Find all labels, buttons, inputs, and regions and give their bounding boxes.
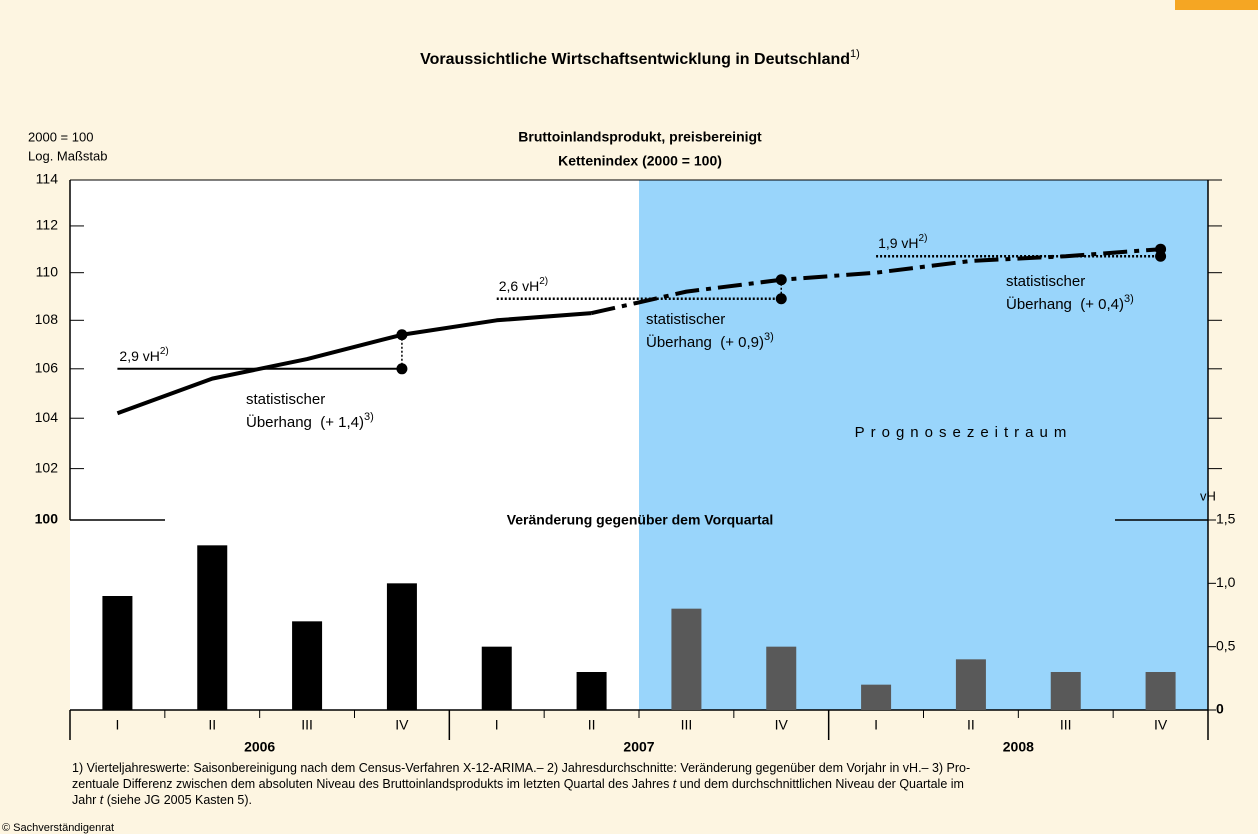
y-tick-label: 104 [35, 409, 59, 425]
bar [197, 545, 228, 710]
average-label-text: 2,6 vH [499, 277, 539, 293]
overhang-text: Überhang (+ 1,4)3) [246, 411, 374, 431]
lower-title: Veränderung gegenüber dem Vorquartal [507, 512, 774, 528]
average-label: 1,9 vH2) [878, 233, 927, 251]
average-point [396, 363, 408, 375]
title-note: 1) [850, 48, 860, 60]
q4-point [775, 274, 787, 286]
bar [1145, 672, 1176, 710]
bar [102, 596, 133, 710]
forecast-label: Prognosezeitraum [855, 424, 1073, 441]
bar [861, 684, 892, 710]
bar [671, 608, 702, 710]
average-label-text: 1,9 vH [878, 235, 918, 251]
overhang-text-line: statistischer [246, 391, 325, 408]
x-tick-label: II [967, 717, 975, 733]
footnote: 1) Vierteljahreswerte: Saisonbereinigung… [72, 761, 970, 775]
average-label-note: 2) [539, 276, 548, 287]
x-tick-label: III [681, 717, 693, 733]
x-tick-label: II [588, 717, 596, 733]
year-label: 2006 [244, 739, 275, 755]
x-tick-label: III [301, 717, 313, 733]
year-label: 2008 [1003, 739, 1034, 755]
overhang-text: statistischer [1006, 273, 1085, 290]
y-tick-label: 112 [36, 217, 59, 233]
bar [1050, 672, 1081, 710]
overhang-note: 3) [364, 411, 374, 423]
x-tick-label: I [874, 717, 878, 733]
y2-tick-label: 1,5 [1216, 511, 1236, 527]
footnote-part: t [100, 793, 104, 807]
x-tick-label: IV [395, 717, 409, 733]
y-tick-label: 110 [36, 263, 59, 279]
forecast-area [639, 180, 1208, 710]
copyright: © Sachverständigenrat [2, 822, 114, 834]
overhang-text-line: Überhang (+ 0,4) [1006, 295, 1124, 313]
y2-tick-label: 1,0 [1216, 574, 1236, 590]
average-point [775, 293, 787, 305]
tab [1175, 0, 1258, 10]
footnote-part: zentuale Differenz zwischen dem absolute… [72, 777, 673, 791]
year-label: 2007 [623, 739, 654, 755]
average-label-note: 2) [160, 346, 169, 357]
average-label: 2,6 vH2) [499, 276, 548, 294]
overhang-note: 3) [764, 331, 774, 343]
overhang-text-line: statistischer [646, 311, 725, 328]
overhang-text-line: Überhang (+ 1,4) [246, 413, 364, 431]
overhang-text: statistischer [646, 311, 725, 328]
average-label-note: 2) [919, 233, 928, 244]
line [116, 311, 592, 416]
average-point [1155, 250, 1167, 262]
y-tick-label: 106 [35, 360, 59, 376]
footnote: Jahr t (siehe JG 2005 Kasten 5). [72, 793, 252, 807]
x-tick-label: II [208, 717, 216, 733]
overhang-note: 3) [1124, 293, 1134, 305]
upper-subtitle: Kettenindex (2000 = 100) [558, 153, 722, 169]
y-tick-label: 102 [35, 459, 59, 475]
footnote-part: 1) Vierteljahreswerte: Saisonbereinigung… [72, 761, 970, 775]
footnote-part: (siehe JG 2005 Kasten 5). [103, 793, 252, 807]
footnote: zentuale Differenz zwischen dem absolute… [72, 777, 964, 791]
y2-tick-label: 0 [1216, 701, 1224, 717]
bar [481, 646, 512, 710]
overhang-text: Überhang (+ 0,9)3) [646, 331, 774, 351]
average-label-text: 2,9 vH [119, 348, 159, 364]
x-tick-label: IV [775, 717, 789, 733]
bar [955, 659, 986, 710]
y-axis-label: Log. Maßstab [28, 148, 108, 163]
title: Voraussichtliche Wirtschaftsentwicklung … [420, 48, 860, 68]
footnote-part: und dem durchschnittlichen Niveau der Qu… [676, 777, 964, 791]
overhang-text-line: Überhang (+ 0,9) [646, 333, 764, 351]
bar [292, 621, 323, 710]
y2-axis-label: vH [1200, 488, 1216, 503]
bar [386, 583, 417, 710]
bar [576, 672, 607, 710]
upper-title: Bruttoinlandsprodukt, preisbereinigt [518, 129, 762, 145]
average-label: 2,9 vH2) [119, 346, 168, 364]
q4-point [396, 329, 408, 341]
y-tick-label: 100 [35, 511, 59, 527]
overhang-text: statistischer [246, 391, 325, 408]
bar [766, 646, 797, 710]
y-tick-label: 114 [36, 171, 59, 187]
y-tick-label: 108 [35, 311, 59, 327]
x-tick-label: IV [1154, 717, 1168, 733]
x-tick-label: I [495, 717, 499, 733]
footnote-part: t [673, 777, 677, 791]
x-tick-label: I [115, 717, 119, 733]
overhang-text-line: statistischer [1006, 273, 1085, 290]
footnote-part: Jahr [72, 793, 100, 807]
actual-area [70, 180, 639, 710]
y2-tick-label: 0,5 [1216, 637, 1236, 653]
overhang-text: Überhang (+ 0,4)3) [1006, 293, 1134, 313]
y-axis-label: 2000 = 100 [28, 129, 93, 144]
x-tick-label: III [1060, 717, 1072, 733]
title-text: Voraussichtliche Wirtschaftsentwicklung … [420, 51, 850, 68]
